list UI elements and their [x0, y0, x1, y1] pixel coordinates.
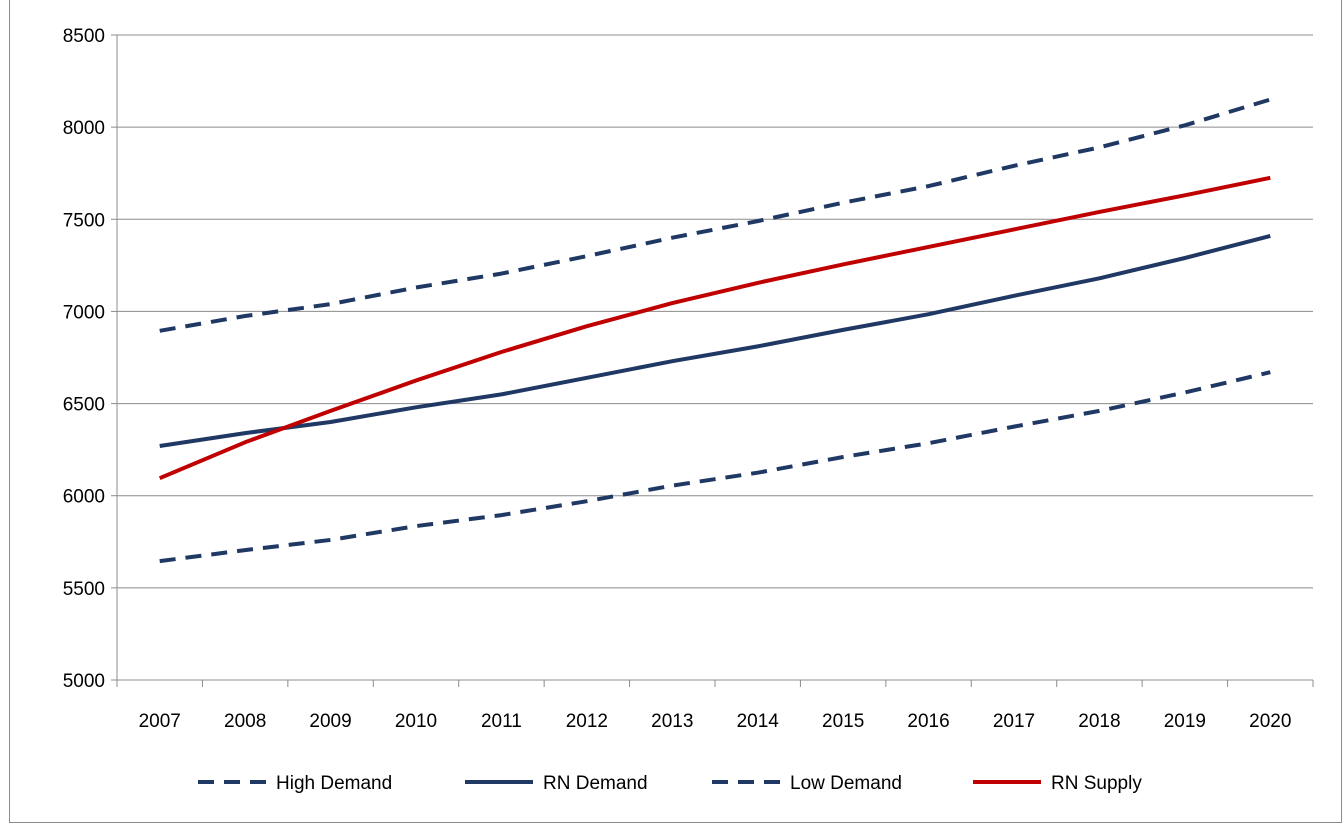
legend-label: RN Supply — [1051, 773, 1142, 794]
x-tick-label: 2010 — [395, 711, 437, 732]
x-tick-label: 2012 — [566, 711, 608, 732]
x-tick-label: 2017 — [993, 711, 1035, 732]
y-tick-label: 7500 — [63, 210, 105, 231]
series-line-low-demand — [159, 370, 1271, 564]
x-tick-label: 2019 — [1164, 711, 1206, 732]
legend-label: RN Demand — [543, 773, 648, 794]
series-line-high-demand — [159, 97, 1271, 333]
x-tick-label: 2020 — [1249, 711, 1291, 732]
y-tick-label: 5500 — [63, 579, 105, 600]
legend-label: High Demand — [276, 773, 392, 794]
x-tick-label: 2018 — [1078, 711, 1120, 732]
x-tick-label: 2013 — [651, 711, 693, 732]
axes: 5000 5500 6000 6500 7000 7500 8000 8500 2007 2008… — [63, 26, 1314, 732]
x-tick-label: 2007 — [139, 711, 181, 732]
x-tick-label: 2014 — [737, 711, 780, 732]
x-tick-label: 2008 — [224, 711, 266, 732]
y-tick-label: 6000 — [63, 487, 105, 508]
x-tick-label: 2009 — [309, 711, 351, 732]
x-tick-label: 2016 — [907, 711, 949, 732]
series-line-rn-demand — [159, 233, 1271, 448]
series-line-rn-supply — [158, 175, 1271, 481]
y-tick-label: 5000 — [63, 671, 105, 692]
series-lines — [158, 97, 1271, 564]
legend-label: Low Demand — [790, 773, 902, 794]
gridlines — [117, 34, 1313, 589]
legend: High Demand RN Demand Low Demand RN Supply — [198, 773, 1142, 794]
y-tick-label: 8000 — [63, 118, 105, 139]
x-tick-label: 2015 — [822, 711, 864, 732]
x-tick-label: 2011 — [481, 711, 522, 732]
chart-area — [9, 0, 1342, 823]
y-tick-label: 8500 — [63, 26, 105, 47]
y-tick-label: 6500 — [63, 395, 105, 416]
y-tick-label: 7000 — [63, 302, 105, 323]
